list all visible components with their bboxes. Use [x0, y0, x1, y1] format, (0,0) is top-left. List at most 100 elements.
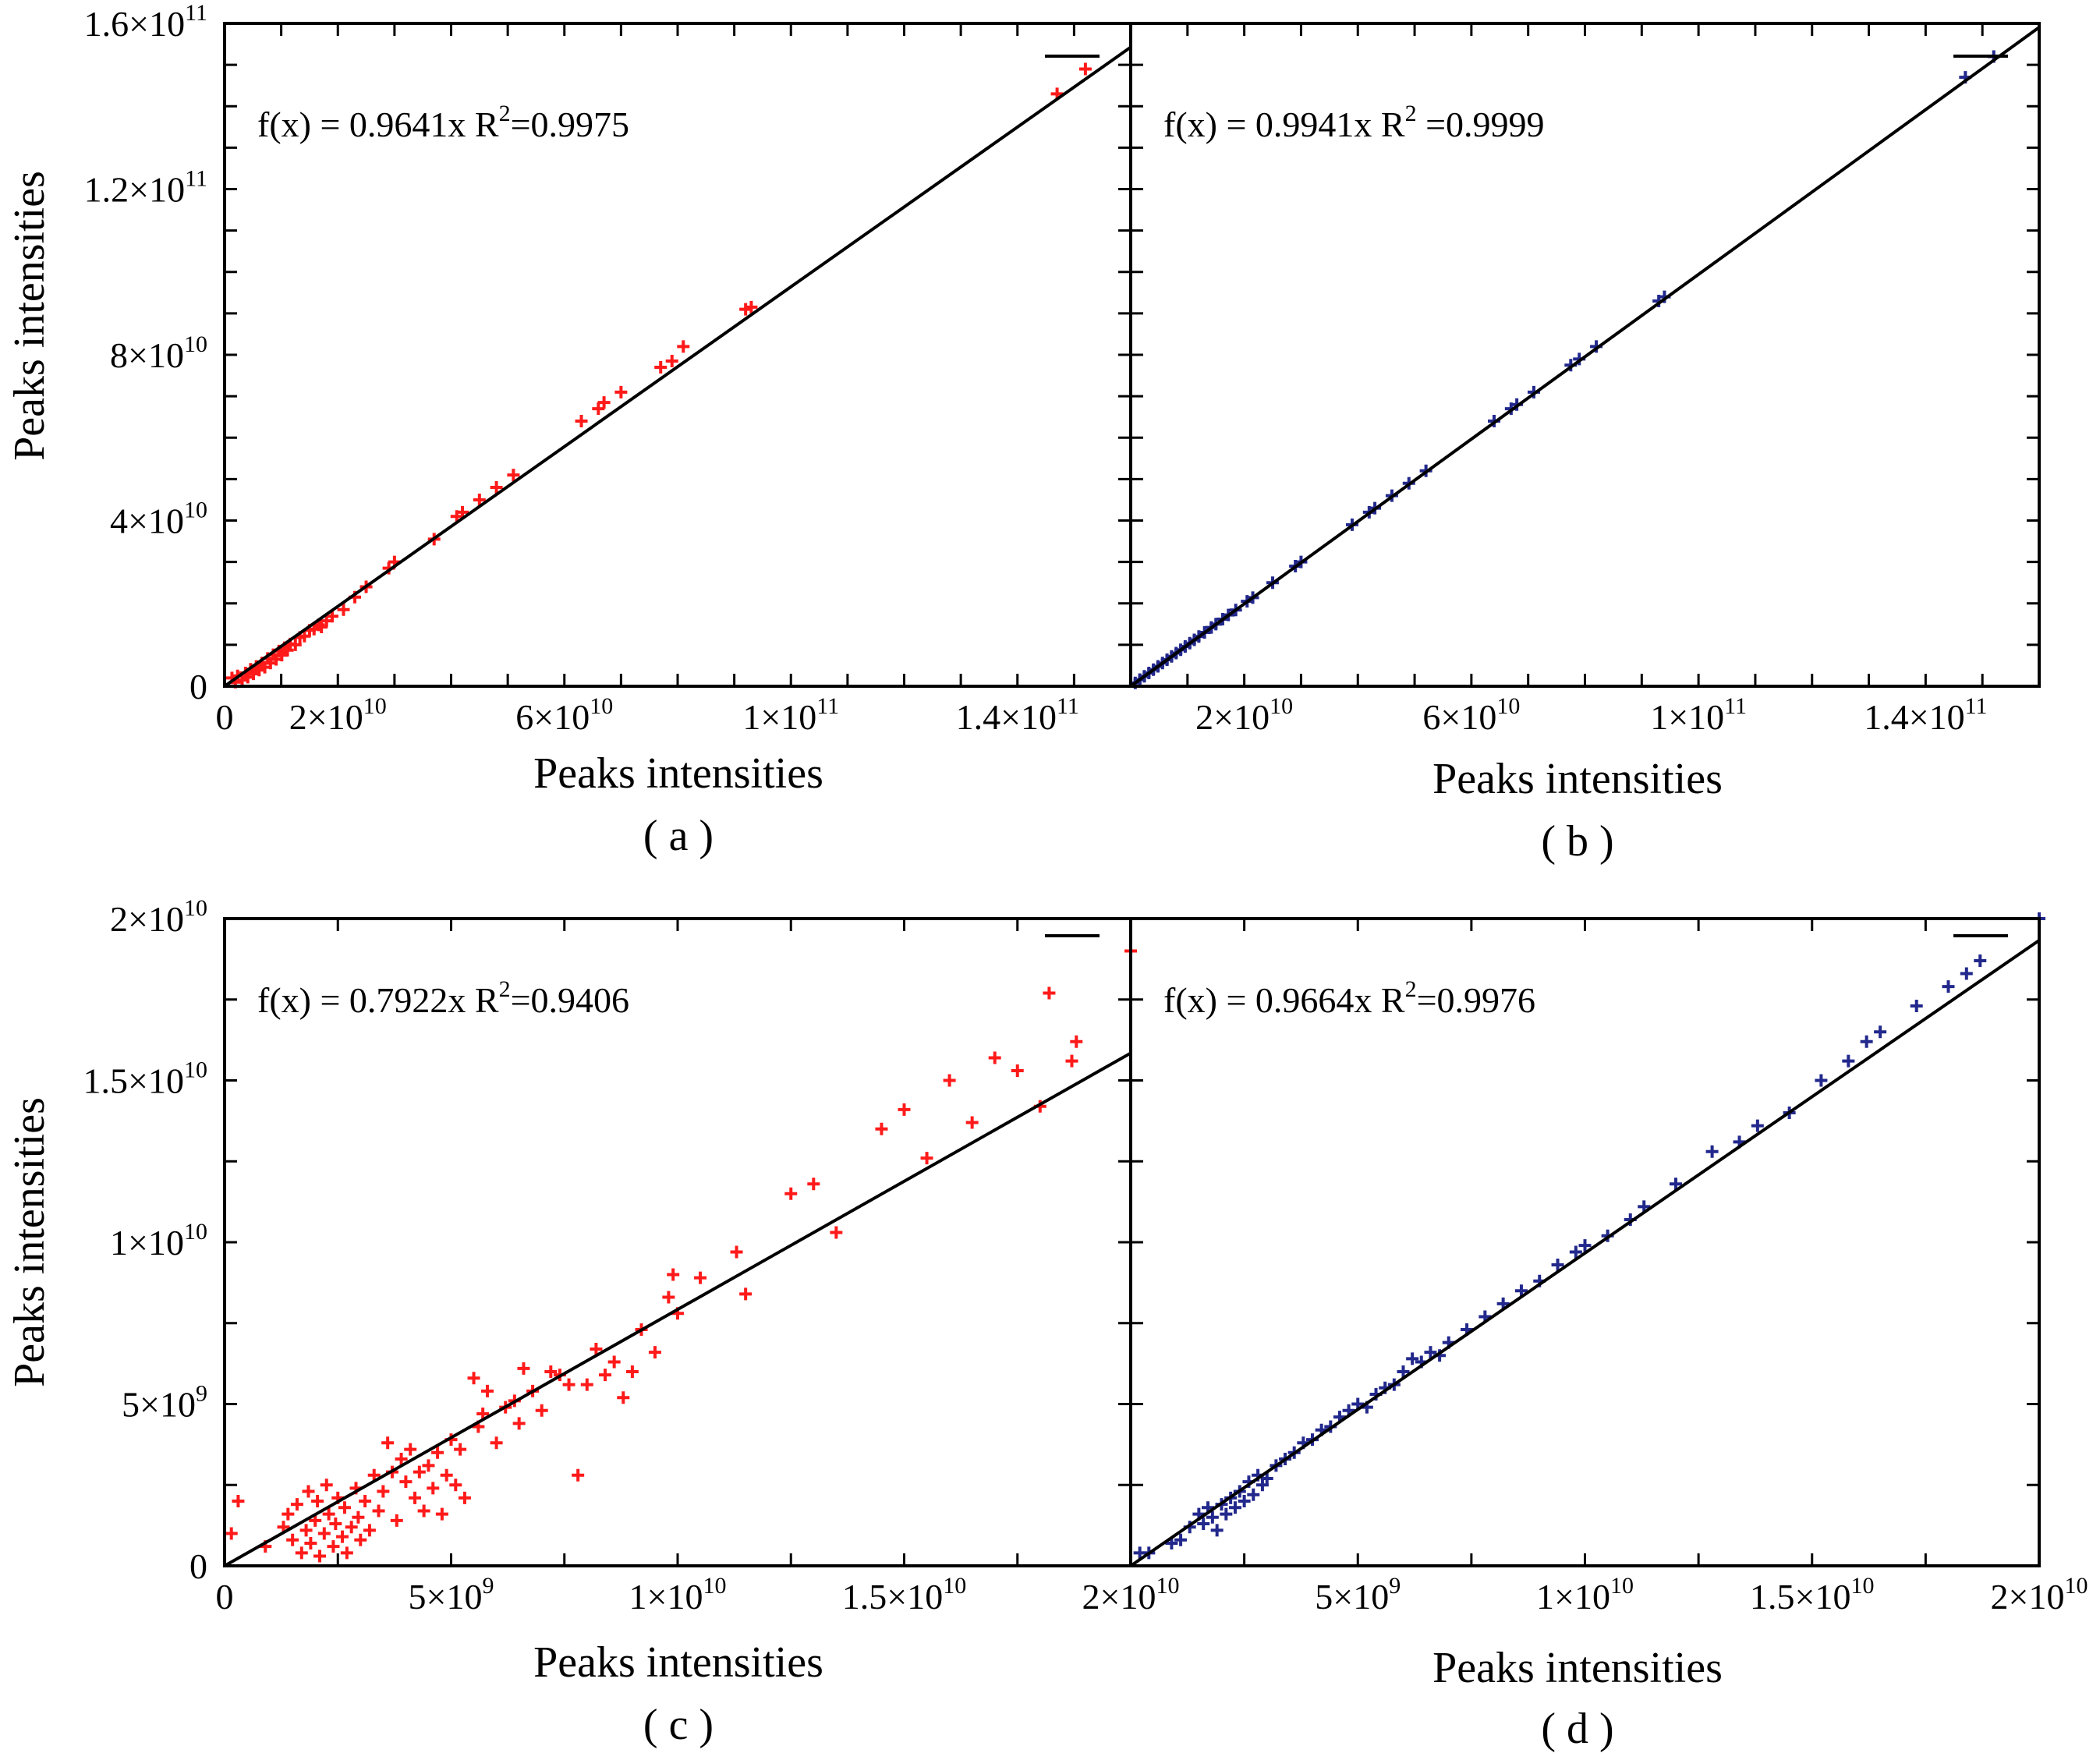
- y-tick-label-exp: 10: [184, 331, 207, 357]
- x-tick-label-exp: 10: [1610, 1573, 1634, 1599]
- data-point: [417, 1504, 430, 1517]
- data-point: [337, 603, 350, 616]
- x-axis-title: Peaks intensities: [1432, 755, 1723, 803]
- data-point: [395, 1453, 408, 1466]
- y-tick-label: 1.6×1011: [84, 0, 207, 44]
- data-point: [694, 1271, 707, 1284]
- data-point: [1670, 1178, 1682, 1191]
- x-tick-label-base: 1×10: [629, 1577, 703, 1617]
- data-point: [1238, 1495, 1251, 1507]
- panel-label: ( a ): [643, 812, 714, 860]
- data-point: [390, 1514, 403, 1527]
- y-tick-label: 5×109: [122, 1381, 207, 1425]
- data-point: [289, 638, 302, 651]
- data-point: [354, 1533, 367, 1546]
- y-tick-label-exp: 10: [184, 1057, 207, 1083]
- panel-label: ( d ): [1541, 1705, 1613, 1753]
- y-tick-label: 1.5×1010: [83, 1057, 207, 1101]
- x-tick-label-exp: 10: [943, 1573, 966, 1599]
- data-point: [427, 1482, 440, 1495]
- data-point: [1910, 1000, 1923, 1013]
- data-point: [1260, 1471, 1273, 1485]
- data-point: [667, 1268, 680, 1281]
- data-point: [440, 1468, 453, 1482]
- data-point: [338, 1501, 351, 1514]
- fit-equation-main: f(x) = 0.9941x R: [1163, 104, 1405, 144]
- x-tick-label-base: 2×10: [1195, 697, 1270, 737]
- fit-equation-r2: =0.9975: [511, 104, 629, 144]
- data-point: [413, 1465, 426, 1479]
- data-point: [1974, 954, 1987, 967]
- data-point: [232, 1495, 245, 1507]
- plot-frame: [1129, 22, 2041, 688]
- data-point: [340, 1546, 353, 1560]
- data-point: [1751, 1119, 1764, 1132]
- x-tick-label-base: 2×10: [1082, 1577, 1156, 1617]
- fit-equation: f(x) = 0.9941x R2 =0.9999: [1163, 101, 1545, 144]
- x-tick-label-exp: 10: [1156, 1573, 1179, 1599]
- data-point: [562, 1378, 575, 1391]
- data-point: [1070, 1035, 1083, 1048]
- x-tick-label-base: 5×10: [409, 1577, 483, 1617]
- panel-label: ( c ): [643, 1701, 714, 1749]
- fit-equation-r2: =0.9406: [511, 980, 629, 1020]
- data-point: [458, 1491, 471, 1504]
- data-point: [1228, 1501, 1241, 1514]
- y-tick-label-exp: 11: [185, 166, 207, 192]
- data-point: [607, 1355, 621, 1369]
- data-point: [1960, 967, 1973, 980]
- data-point: [662, 1291, 675, 1304]
- y-tick-label: 4×1010: [110, 498, 207, 541]
- data-point: [920, 1152, 933, 1165]
- data-point: [1043, 986, 1056, 1000]
- data-point: [282, 1507, 295, 1521]
- x-tick-label: 1.5×1010: [1750, 1573, 1874, 1617]
- data-point: [404, 1443, 417, 1456]
- data-point: [359, 1495, 372, 1507]
- data-point: [295, 1546, 308, 1560]
- data-point: [1406, 1352, 1419, 1365]
- data-point: [302, 1485, 315, 1498]
- x-tick-label: 0: [216, 697, 234, 737]
- x-tick-label-base: 1×10: [742, 697, 816, 737]
- data-point: [422, 1459, 435, 1472]
- fit-line: [223, 45, 1132, 688]
- data-point: [290, 1498, 303, 1511]
- data-point: [677, 340, 690, 353]
- data-point: [875, 1122, 888, 1135]
- x-tick-label: 6×1010: [515, 693, 613, 737]
- x-tick-label-exp: 10: [1850, 1573, 1874, 1599]
- data-point: [739, 1287, 753, 1301]
- data-point: [1255, 1479, 1269, 1492]
- data-point: [313, 1549, 327, 1563]
- data-point: [1578, 1239, 1592, 1252]
- tick-marks: [1129, 22, 2041, 688]
- y-tick-label-base: 1×10: [110, 1223, 184, 1263]
- fit-equation-main: f(x) = 0.7922x R: [257, 980, 499, 1020]
- data-point: [352, 1510, 365, 1524]
- data-point: [367, 1468, 381, 1482]
- x-tick-label-base: 1.4×10: [956, 697, 1057, 737]
- y-tick-label-exp: 9: [196, 1381, 207, 1407]
- y-tick-label: 1.2×1011: [84, 166, 207, 210]
- x-tick-label: 1×1011: [1650, 693, 1747, 737]
- data-point: [654, 360, 668, 374]
- fit-equation-sup: 2: [499, 976, 511, 1002]
- x-tick-label-exp: 10: [590, 693, 613, 719]
- y-tick-label-base: 0: [189, 667, 207, 707]
- x-tick-label: 2×1010: [1991, 1573, 2088, 1617]
- fit-equation-sup: 2: [499, 101, 511, 126]
- y-tick-label-base: 8×10: [110, 335, 184, 375]
- y-tick-label-exp: 11: [185, 0, 207, 26]
- fit-line: [1129, 26, 2041, 688]
- data-point: [665, 354, 678, 367]
- x-tick-label: 5×109: [1315, 1573, 1401, 1617]
- y-tick-label-base: 5×10: [122, 1385, 196, 1425]
- x-tick-label-exp: 11: [1965, 693, 1988, 719]
- data-point: [345, 1521, 358, 1534]
- data-point: [454, 1443, 467, 1456]
- data-points: [225, 944, 1137, 1563]
- x-tick-label-exp: 11: [1057, 693, 1079, 719]
- x-tick-label: 1×1010: [1536, 1573, 1634, 1617]
- data-point: [512, 1417, 526, 1430]
